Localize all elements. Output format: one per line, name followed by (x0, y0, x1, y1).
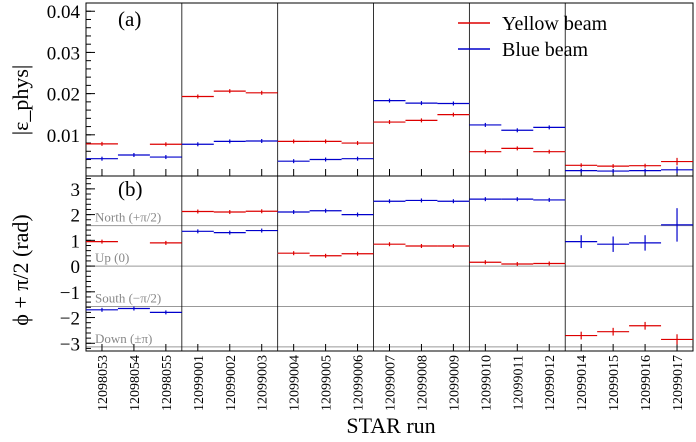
y-tick-label-b-2: −1 (60, 283, 80, 304)
y-tick-label-a-0: 0.01 (47, 126, 80, 147)
y-tick-label-b-6: 3 (71, 180, 81, 201)
x-tick-label-12099014: 12099014 (575, 355, 590, 411)
y-tick-label-b-5: 2 (71, 206, 81, 227)
y-tick-label-b-0: −3 (60, 334, 80, 355)
legend-yellow-label: Yellow beam (502, 13, 608, 35)
x-axis-label: STAR run (346, 413, 435, 438)
legend: Yellow beam Blue beam (458, 13, 608, 61)
x-tick-label-12099011: 12099011 (511, 355, 526, 410)
x-tick-label-12099007: 12099007 (384, 355, 399, 411)
x-tick-label-12099004: 12099004 (288, 355, 303, 411)
x-tick-label-12099008: 12099008 (415, 355, 430, 411)
x-tick-label-12099002: 12099002 (224, 355, 239, 411)
panel-a-label: (a) (118, 7, 141, 31)
x-tick-label-12098054: 12098054 (128, 355, 143, 411)
reference-line-2-label: South (−π/2) (95, 290, 161, 305)
x-tick-label-12099006: 12099006 (352, 355, 367, 411)
y-tick-label-a-1: 0.02 (47, 85, 80, 106)
y-axis-label-a: |ε_phys| (8, 65, 33, 136)
x-tick-label-12099001: 12099001 (192, 355, 207, 411)
legend-blue-label: Blue beam (502, 39, 589, 61)
reference-line-0-label: North (+π/2) (95, 210, 161, 225)
panel-b: North (+π/2)Up (0)South (−π/2)Down (±π)−… (60, 175, 694, 355)
x-tick-label-12098055: 12098055 (160, 355, 175, 411)
x-tick-label-12099009: 12099009 (447, 355, 462, 411)
x-tick-label-12099015: 12099015 (607, 355, 622, 411)
panel-a: 0.01 0.02 0.03 0.04 (47, 2, 694, 177)
x-axis: 12098053 12098054 12098055 12099001 12099002… (96, 355, 686, 411)
y-axis-label-b: ϕ + π/2 (rad) (8, 214, 33, 325)
panel-b-label: (b) (118, 177, 143, 201)
y-tick-label-b-4: 1 (71, 231, 81, 252)
x-tick-label-12098053: 12098053 (96, 355, 111, 411)
x-tick-label-12099012: 12099012 (543, 355, 558, 411)
y-tick-label-b-3: 0 (71, 257, 81, 278)
y-tick-label-a-3: 0.04 (47, 2, 81, 23)
x-tick-label-12099005: 12099005 (320, 355, 335, 411)
y-tick-label-b-1: −2 (60, 309, 80, 330)
reference-line-1-label: Up (0) (95, 250, 129, 265)
x-tick-label-12099017: 12099017 (671, 355, 686, 411)
x-tick-label-12099016: 12099016 (639, 355, 654, 411)
reference-line-3-label: Down (±π) (95, 331, 152, 346)
x-tick-label-12099010: 12099010 (479, 355, 494, 411)
x-tick-label-12099003: 12099003 (256, 355, 271, 411)
y-tick-label-a-2: 0.03 (47, 43, 80, 64)
